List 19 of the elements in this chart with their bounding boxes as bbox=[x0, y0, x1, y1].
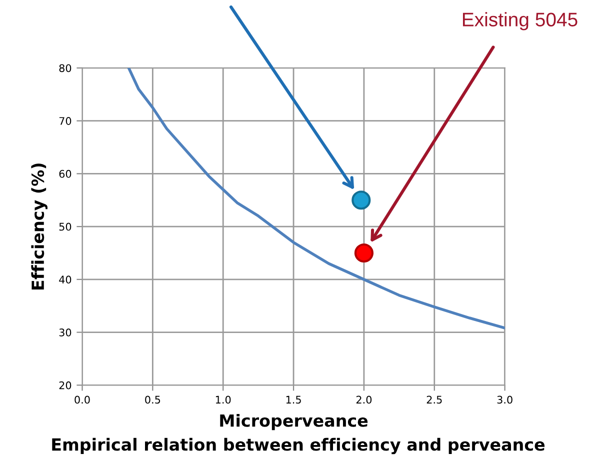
y-tick-label: 60 bbox=[59, 170, 72, 178]
x-tick-label: 1.0 bbox=[216, 396, 231, 404]
y-tick-label: 50 bbox=[59, 222, 72, 231]
y-tick-label: 80 bbox=[59, 64, 72, 72]
text: Existing 5045 bbox=[462, 12, 578, 30]
y-axis-title: Efficiency (%) bbox=[31, 164, 48, 290]
y-tick-label: 20 bbox=[59, 381, 72, 390]
x-tick-label: 3.0 bbox=[497, 396, 512, 404]
y-tick-label: 30 bbox=[59, 328, 72, 336]
text: Empirical relation between efficiency and perveance bbox=[52, 438, 545, 454]
y-tick-label: 70 bbox=[59, 117, 72, 125]
x-tick-label: 1.5 bbox=[286, 396, 301, 404]
x-tick-label: 0.5 bbox=[145, 396, 160, 404]
x-tick-label: 2.5 bbox=[426, 396, 442, 404]
line-series bbox=[127, 68, 505, 330]
x-tick-label: 0.0 bbox=[74, 396, 90, 404]
y-tick-label: 40 bbox=[59, 276, 72, 284]
x-tick-label: 2.0 bbox=[356, 396, 372, 404]
x-axis-title: Microperveance bbox=[220, 414, 368, 430]
